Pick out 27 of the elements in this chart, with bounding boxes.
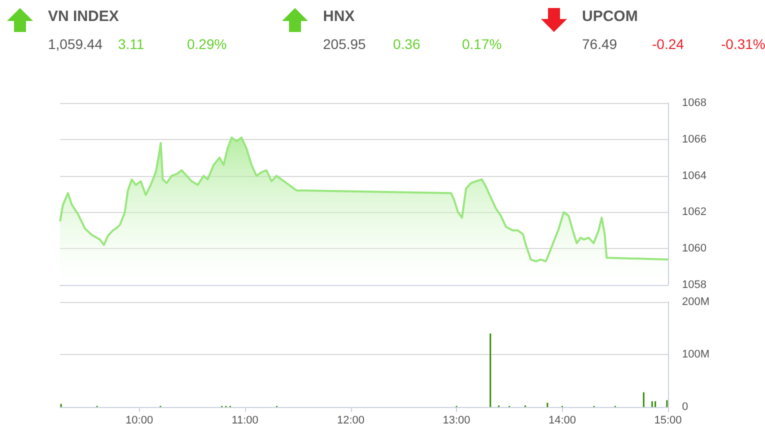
x-tick-label: 15:00 <box>654 414 682 426</box>
y-tick-label: 1062 <box>682 206 706 218</box>
category-label: UPCOM <box>582 8 638 25</box>
text: 0.29% <box>187 36 227 52</box>
y-tick-label: 1060 <box>682 242 706 255</box>
y-tick-label: 100M <box>682 348 710 360</box>
text: 1,059.44 <box>48 36 102 52</box>
text: 76.49 <box>582 36 618 52</box>
text: -0.31% <box>721 36 765 52</box>
y-tick-label: 1064 <box>682 170 706 182</box>
y-tick-label: 0 <box>682 401 688 413</box>
text: 0.17% <box>462 36 502 52</box>
data-label: 3.11 <box>118 36 144 52</box>
category-label: HNX <box>323 8 355 25</box>
data-label: -0.24 <box>652 36 684 52</box>
data-label: 0.36 <box>393 36 420 52</box>
x-tick-label: 11:00 <box>232 414 258 426</box>
y-tick-label: 1058 <box>682 279 706 291</box>
y-tick-label: 1066 <box>682 133 706 146</box>
text: 205.95 <box>323 36 366 52</box>
y-tick-label: 1068 <box>682 97 706 109</box>
x-tick-label: 10:00 <box>126 414 154 426</box>
x-tick-label: 13:00 <box>442 414 470 426</box>
category-label: VN INDEX <box>48 8 119 25</box>
y-tick-label: 200M <box>682 296 710 308</box>
x-tick-label: 14:00 <box>548 414 576 426</box>
x-tick-label: 12:00 <box>337 414 365 426</box>
